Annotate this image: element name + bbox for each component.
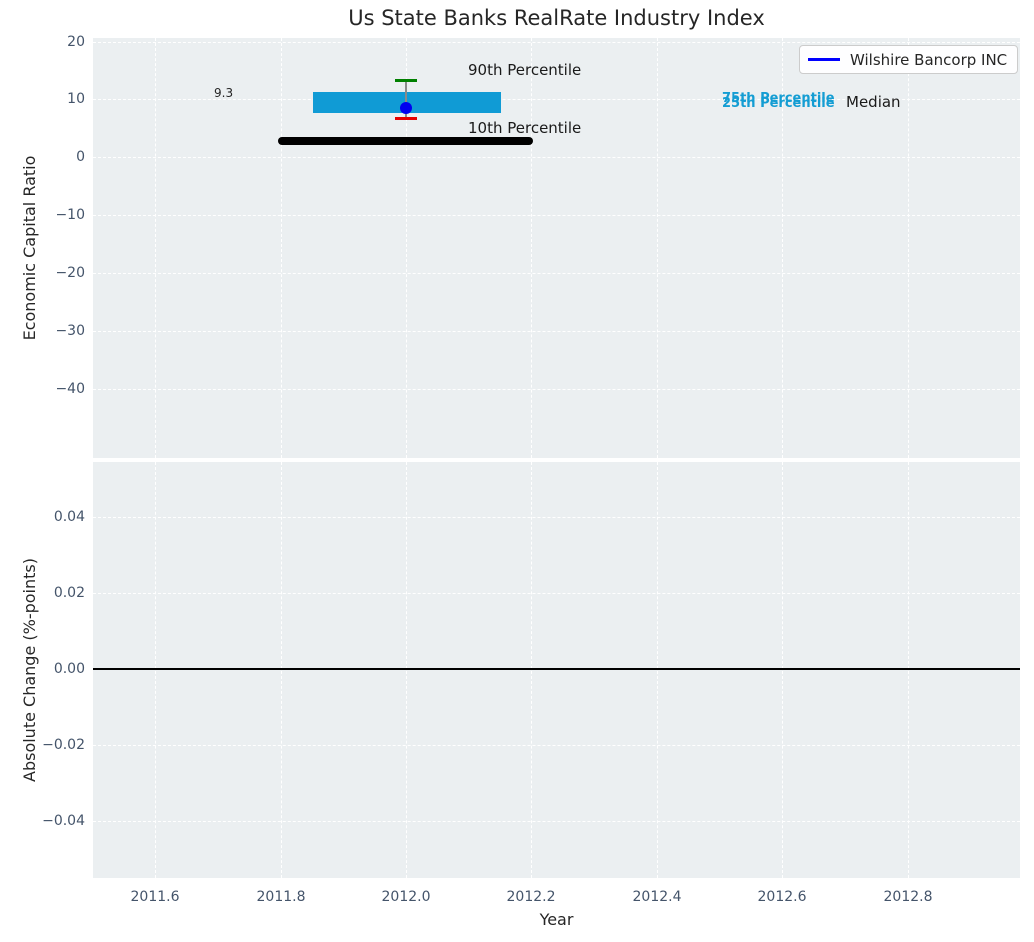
ytick-top-n20: −20 [55, 265, 85, 281]
median-line [278, 137, 533, 145]
ytick-top-10: 10 [67, 91, 85, 107]
median-value-label: 9.3 [214, 86, 234, 100]
xtick-2012-4: 2012.4 [632, 889, 682, 905]
ytick-top-n40: −40 [55, 381, 85, 397]
median-text-label: Median [846, 93, 901, 111]
ytick-top-n10: −10 [55, 207, 85, 223]
percentile-whisker-line [405, 80, 407, 119]
p90-label: 90th Percentile [468, 61, 582, 79]
ytick-top-20: 20 [67, 34, 85, 50]
p90-errorbar-cap [395, 79, 417, 82]
p25-label: 25th Percentile [722, 96, 835, 111]
p75-label: 75th Percentile [722, 91, 835, 106]
company-data-point [400, 102, 412, 114]
xtick-2012-0: 2012.0 [381, 889, 431, 905]
ytick-bot-004: 0.04 [53, 509, 85, 525]
top-plot-area [93, 38, 1020, 458]
zero-change-line [93, 668, 1020, 670]
xtick-2011-6: 2011.6 [130, 889, 180, 905]
x-axis-label: Year [539, 910, 574, 929]
xtick-2012-8: 2012.8 [883, 889, 933, 905]
xtick-2012-2: 2012.2 [506, 889, 556, 905]
ytick-bot-n004: −0.04 [42, 813, 85, 829]
bottom-plot-area [93, 462, 1020, 878]
legend-line-swatch [808, 58, 840, 61]
legend: Wilshire Bancorp INC [799, 45, 1019, 74]
top-y-axis-label: Economic Capital Ratio [20, 155, 39, 341]
ytick-bot-n002: −0.02 [42, 737, 85, 753]
ytick-bot-000: 0.00 [53, 661, 85, 677]
p10-label: 10th Percentile [468, 119, 582, 137]
ytick-bot-002: 0.02 [53, 585, 85, 601]
p10-errorbar-cap [395, 117, 417, 120]
chart-title: Us State Banks RealRate Industry Index [348, 6, 765, 30]
xtick-2011-8: 2011.8 [256, 889, 306, 905]
legend-label: Wilshire Bancorp INC [850, 50, 1008, 69]
bottom-y-axis-label: Absolute Change (%-points) [20, 558, 39, 782]
ytick-top-n30: −30 [55, 323, 85, 339]
ytick-top-0: 0 [76, 149, 85, 165]
xtick-2012-6: 2012.6 [757, 889, 807, 905]
